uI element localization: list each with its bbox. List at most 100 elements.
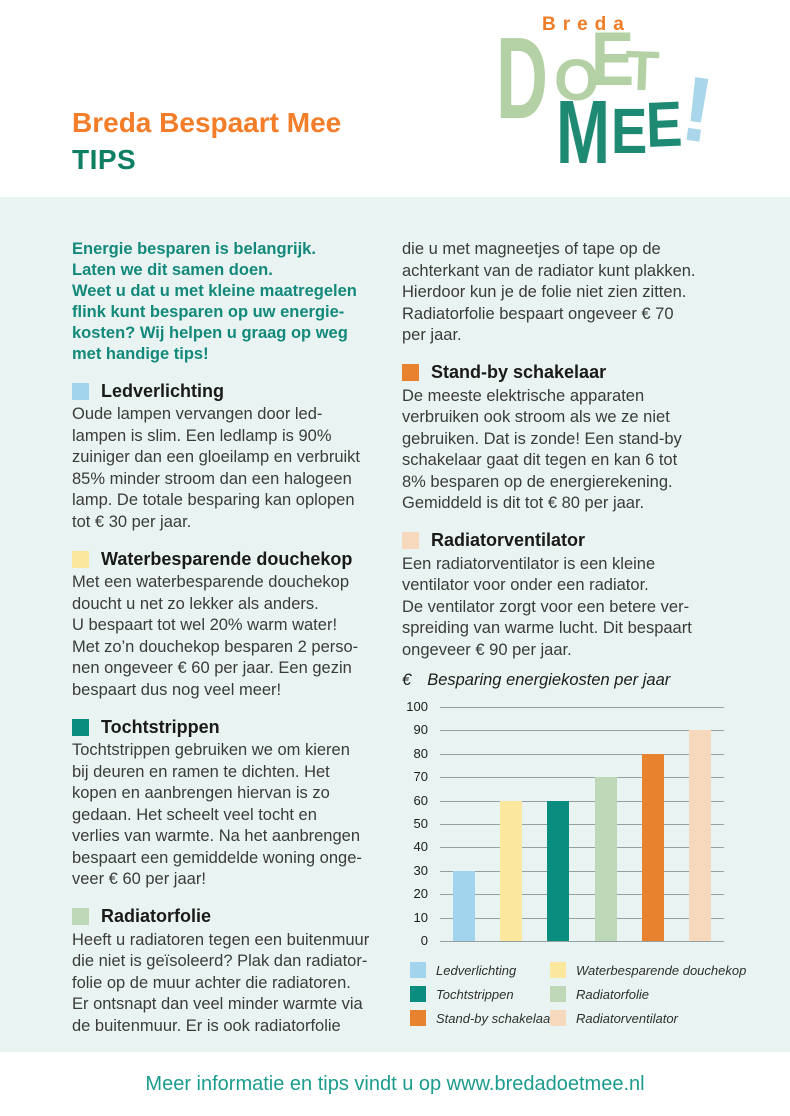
page-title: Breda Bespaart Mee TIPS — [72, 104, 341, 178]
chart-gridline — [440, 777, 724, 779]
section-title: Tochtstrippen — [101, 716, 220, 737]
chart-ytick-label: 20 — [413, 886, 428, 902]
legend-label: Tochtstrippen — [436, 986, 514, 1002]
chart-bar-ledverlichting — [452, 870, 475, 941]
section-body: De meeste elektrische apparaten verbruik… — [402, 386, 682, 513]
legend-item-douchekop: Waterbesparende douchekop — [550, 962, 746, 978]
legend-item-radiatorventilator: Radiatorventilator — [550, 1010, 746, 1026]
section-heading: Stand-by schakelaar — [402, 361, 724, 385]
section-radiatorfolie: Radiatorfolie Heeft u radiatoren tegen e… — [72, 905, 394, 1038]
chart-gridline — [440, 894, 724, 896]
legend-swatch-radiatorfolie — [550, 986, 566, 1002]
legend-item-standby: Stand-by schakelaar — [410, 1010, 555, 1026]
chart-gridline — [440, 917, 724, 919]
chart-legend: Ledverlichting Waterbesparende douchekop… — [410, 962, 746, 1026]
legend-label: Stand-by schakelaar — [436, 1010, 555, 1026]
footer-text: Meer informatie en tips vindt u op www.b… — [145, 1072, 645, 1095]
legend-item-radiatorfolie: Radiatorfolie — [550, 986, 746, 1002]
section-tochtstrippen: Tochtstrippen Tochtstrippen gebruiken we… — [72, 715, 394, 891]
section-title: Stand-by schakelaar — [431, 362, 607, 382]
section-ledverlichting: Ledverlichting Oude lampen vervangen doo… — [72, 379, 394, 533]
chart-ytick-label: 30 — [413, 862, 428, 878]
section-body: Een radiatorventilator is een kleine ven… — [402, 554, 692, 659]
chart-plot: 0 10 20 30 40 50 60 70 80 90 100 — [402, 699, 724, 948]
left-column: Energie besparen is belangrijk. Laten we… — [72, 197, 394, 1052]
chart-ytick-label: 40 — [413, 839, 428, 855]
intro-text: Energie besparen is belangrijk. Laten we… — [72, 240, 357, 363]
chart-bar-stand-by-schakelaar — [642, 753, 664, 941]
douchekop-swatch-icon — [72, 550, 89, 568]
section-body: Oude lampen vervangen door led- lampen i… — [72, 405, 361, 531]
logo-letter: O — [554, 48, 600, 113]
chart-gridline — [440, 941, 724, 942]
footer: Meer informatie en tips vindt u op www.b… — [0, 1052, 790, 1116]
chart-gridline — [440, 753, 724, 755]
chart-gridline — [440, 800, 724, 802]
section-title: Radiatorventilator — [431, 530, 586, 550]
chart-ytick-label: 10 — [413, 909, 428, 925]
section-body: Heeft u radiatoren tegen een buitenmuur … — [72, 930, 370, 1035]
section-heading: Waterbesparende douchekop — [72, 547, 394, 571]
logo-letter: E — [591, 17, 635, 102]
right-column: die u met magneetjes of tape op de achte… — [402, 197, 746, 1052]
logo-letter: E — [611, 95, 648, 167]
chart-gridline — [440, 707, 724, 708]
chart-gridline — [440, 824, 724, 825]
chart-ytick-label: 70 — [413, 769, 428, 785]
section-heading: Ledverlichting — [72, 379, 394, 403]
chart-gridline — [440, 847, 724, 849]
legend-label: Radiatorfolie — [576, 986, 649, 1002]
chart-title-row: € Besparing energiekosten per jaar — [402, 671, 724, 690]
tochtstrippen-swatch-icon — [72, 718, 89, 736]
section-title: Ledverlichting — [101, 380, 225, 401]
section-title: Waterbesparende douchekop — [101, 548, 353, 569]
chart-bar-tochtstrippen — [547, 800, 570, 941]
savings-bar-chart: € Besparing energiekosten per jaar 0 10 20… — [402, 671, 746, 1026]
section-body: Tochtstrippen gebruiken we om kieren bij… — [72, 741, 362, 888]
standby-swatch-icon — [402, 364, 419, 381]
section-title: Radiatorfolie — [101, 906, 212, 926]
chart-ytick-label: 80 — [413, 745, 428, 761]
legend-swatch-radiatorventilator — [550, 1010, 566, 1026]
legend-swatch-tochtstrippen — [410, 986, 426, 1002]
logo-breda-text: Breda — [542, 14, 631, 35]
legend-item-ledverlichting: Ledverlichting — [410, 962, 550, 978]
radiatorfolie-swatch-icon — [72, 908, 89, 925]
section-heading: Radiatorventilator — [402, 529, 724, 553]
section-waterbesparende-douchekop: Waterbesparende douchekop Met een waterb… — [72, 547, 394, 701]
section-radiatorventilator: Radiatorventilator Een radiatorventilato… — [402, 529, 724, 662]
chart-y-axis-unit: € — [402, 671, 412, 689]
chart-ytick-label: 60 — [413, 792, 428, 808]
legend-label: Ledverlichting — [436, 962, 517, 978]
logo-letter: D — [496, 13, 548, 143]
section-standby-schakelaar: Stand-by schakelaar De meeste elektrisch… — [402, 361, 724, 515]
legend-item-tochtstrippen: Tochtstrippen — [410, 986, 550, 1002]
chart-ytick-label: 100 — [406, 699, 428, 714]
section-heading: Tochtstrippen — [72, 715, 394, 739]
radiatorventilator-swatch-icon — [402, 532, 419, 549]
logo-letter: M — [556, 83, 610, 183]
main-content: Energie besparen is belangrijk. Laten we… — [0, 197, 790, 1052]
chart-ytick-label: 50 — [413, 816, 428, 831]
section-body: Met een waterbesparende douchekop doucht… — [72, 573, 359, 699]
chart-bar-radiatorventilator — [689, 730, 712, 941]
ledverlichting-swatch-icon — [72, 382, 89, 400]
legend-swatch-standby — [410, 1010, 426, 1026]
chart-title: Besparing energiekosten per jaar — [427, 671, 671, 689]
page-title-line2: TIPS — [72, 144, 137, 175]
chart-bar-radiatorfolie — [594, 777, 617, 941]
chart-gridline — [440, 730, 724, 732]
radiatorfolie-continuation-text: die u met magneetjes of tape op de achte… — [402, 240, 696, 344]
chart-gridline — [440, 870, 724, 872]
chart-ytick-label: 0 — [420, 933, 428, 948]
legend-swatch-ledverlichting — [410, 962, 426, 978]
chart-ytick-label: 90 — [413, 722, 428, 738]
page-title-line1: Breda Bespaart Mee — [72, 107, 342, 138]
chart-bar-waterbesparende-douchekop — [500, 800, 522, 941]
legend-label: Waterbesparende douchekop — [576, 962, 747, 978]
section-heading: Radiatorfolie — [72, 905, 394, 929]
